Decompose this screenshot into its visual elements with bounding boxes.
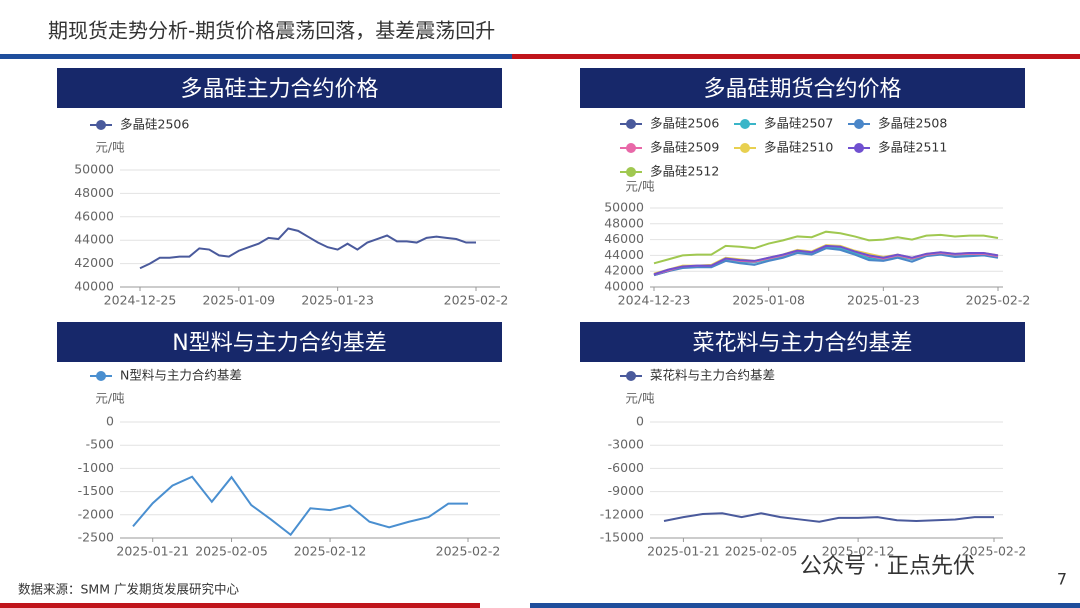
x-tick-label: 2025-02-05 (195, 544, 268, 559)
legend-marker (626, 143, 636, 153)
series-line (653, 247, 999, 277)
slide-title: 期现货走势分析-期货价格震荡回落，基差震荡回升 (48, 19, 495, 43)
x-tick-label: 2025-02-2 (966, 293, 1031, 308)
x-tick-label: 2025-02-05 (725, 544, 798, 559)
legend-marker (626, 371, 636, 381)
legend-marker (626, 119, 636, 129)
y-tick-label: -15000 (600, 530, 644, 545)
chart-title: N型料与主力合约基差 (172, 331, 386, 356)
y-tick-label: 48000 (74, 185, 114, 200)
chart-title: 多晶硅期货合约价格 (703, 77, 901, 102)
y-unit: 元/吨 (625, 391, 655, 406)
x-tick-label: 2025-02-2 (444, 293, 509, 308)
y-tick-label: -9000 (608, 483, 644, 498)
y-tick-label: -6000 (608, 460, 644, 475)
y-tick-label: 40000 (604, 279, 644, 294)
legend-label: 多晶硅2510 (764, 140, 833, 155)
y-unit: 元/吨 (95, 391, 125, 406)
legend-label: 多晶硅2507 (764, 116, 833, 131)
y-tick-label: -2500 (78, 530, 114, 545)
y-tick-label: 44000 (604, 247, 644, 262)
x-tick-label: 2024-12-25 (104, 293, 177, 308)
chart-header (580, 68, 1025, 108)
y-unit: 元/吨 (95, 140, 125, 155)
legend-marker (854, 119, 864, 129)
y-tick-label: 50000 (74, 162, 114, 177)
series-line (653, 230, 999, 265)
x-tick-label: 2025-01-08 (732, 293, 805, 308)
y-tick-label: -3000 (608, 437, 644, 452)
legend-marker (96, 120, 106, 130)
x-tick-label: 2025-01-09 (202, 293, 275, 308)
y-tick-label: 44000 (74, 232, 114, 247)
chart-header (580, 322, 1025, 362)
footer-rule-blue (530, 603, 1080, 608)
y-tick-label: 46000 (74, 208, 114, 223)
x-tick-label: 2024-12-23 (618, 293, 691, 308)
y-tick-label: -1500 (78, 483, 114, 498)
legend-label: 多晶硅2506 (120, 117, 189, 132)
legend-label: 多晶硅2511 (878, 140, 947, 155)
y-tick-label: -1000 (78, 460, 114, 475)
x-tick-label: 2025-02-2 (436, 544, 501, 559)
legend-label: 菜花料与主力合约基差 (650, 368, 775, 383)
legend-label: 多晶硅2512 (650, 164, 719, 179)
series-line (653, 245, 999, 276)
y-tick-label: -12000 (600, 506, 644, 521)
x-tick-label: 2025-01-23 (847, 293, 920, 308)
chart-title: 菜花料与主力合约基差 (692, 331, 912, 356)
x-tick-label: 2025-01-21 (116, 544, 189, 559)
watermark: 公众号 · 正点先伏 (800, 554, 975, 579)
y-tick-label: 42000 (74, 255, 114, 270)
x-tick-label: 2025-02-12 (294, 544, 367, 559)
legend-marker (96, 371, 106, 381)
x-tick-label: 2025-02-12 (822, 544, 895, 559)
series-line (653, 244, 999, 276)
legend-label: N型料与主力合约基差 (120, 368, 242, 383)
x-tick-label: 2025-01-23 (301, 293, 374, 308)
chart-title: 多晶硅主力合约价格 (180, 77, 378, 102)
series-line (663, 512, 994, 523)
legend-label: 多晶硅2508 (878, 116, 947, 131)
legend-label: 多晶硅2509 (650, 140, 719, 155)
legend-marker (626, 167, 636, 177)
series-line (653, 244, 999, 276)
legend-label: 多晶硅2506 (650, 116, 719, 131)
y-tick-label: 46000 (604, 231, 644, 246)
series-line (132, 475, 468, 537)
y-tick-label: -500 (86, 437, 114, 452)
y-unit: 元/吨 (625, 179, 655, 194)
title-rule-blue (0, 54, 512, 59)
y-tick-label: 48000 (604, 215, 644, 230)
legend-marker (740, 119, 750, 129)
y-tick-label: 50000 (604, 200, 644, 215)
title-rule-red (512, 54, 1080, 59)
y-tick-label: 0 (106, 414, 114, 429)
footer-rule-red (0, 603, 480, 608)
chart-header (57, 68, 502, 108)
y-tick-label: -2000 (78, 506, 114, 521)
legend-marker (854, 143, 864, 153)
y-tick-label: 40000 (74, 279, 114, 294)
series-line (653, 244, 999, 275)
series-line (139, 227, 476, 270)
source-note: 数据来源：SMM 广发期货发展研究中心 (18, 582, 239, 597)
y-tick-label: 42000 (604, 263, 644, 278)
page-number: 7 (1057, 570, 1067, 589)
x-tick-label: 2025-01-21 (647, 544, 720, 559)
chart-header (57, 322, 502, 362)
x-tick-label: 2025-02-2 (962, 544, 1027, 559)
y-tick-label: 0 (636, 414, 644, 429)
legend-marker (740, 143, 750, 153)
